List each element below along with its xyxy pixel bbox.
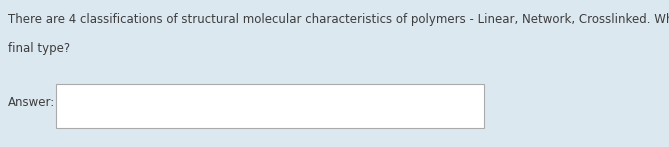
Text: Answer:: Answer: [8, 96, 56, 109]
Text: final type?: final type? [8, 42, 70, 55]
Text: There are 4 classifications of structural molecular characteristics of polymers : There are 4 classifications of structura… [8, 13, 669, 26]
FancyBboxPatch shape [56, 84, 484, 128]
